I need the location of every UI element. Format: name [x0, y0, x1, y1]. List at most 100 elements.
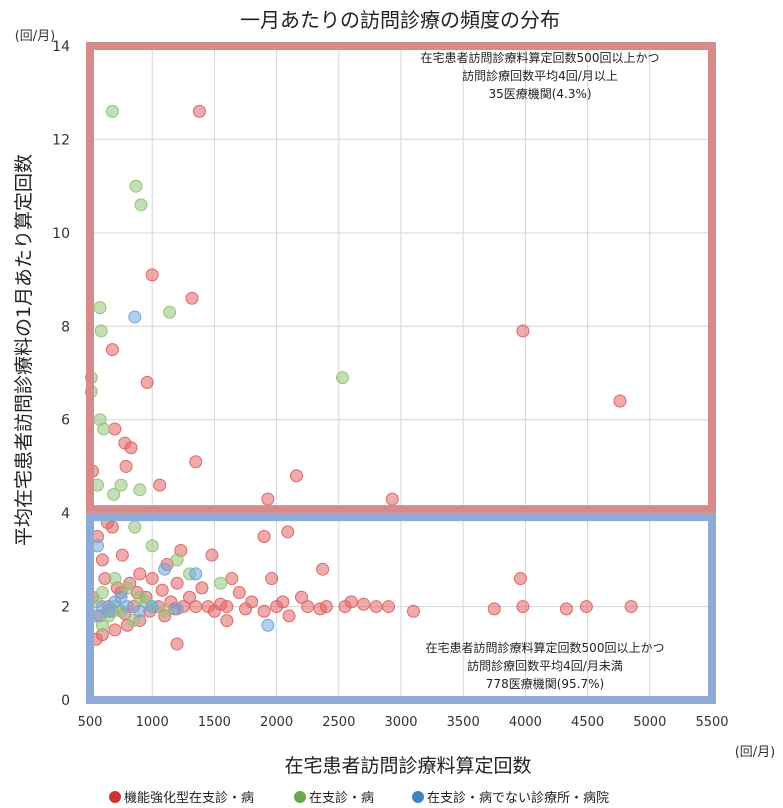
- data-point: [120, 600, 134, 614]
- data-point: [170, 602, 184, 616]
- data-point: [108, 422, 122, 436]
- data-point: [239, 602, 252, 616]
- data-point: [513, 572, 527, 586]
- data-point: [128, 310, 142, 324]
- data-point: [516, 600, 530, 614]
- data-point: [220, 614, 234, 628]
- data-point: [232, 586, 246, 600]
- data-point: [301, 600, 315, 614]
- y-tick-label: 4: [61, 506, 70, 522]
- annotation-line: 在宅患者訪問診療料算定回数500回以上かつ: [426, 640, 665, 655]
- data-point: [128, 520, 142, 534]
- legend-label: 在支診・病: [309, 790, 374, 806]
- data-point: [145, 572, 159, 586]
- data-point: [140, 375, 154, 389]
- data-point: [119, 459, 133, 473]
- data-point: [613, 394, 627, 408]
- data-point: [97, 422, 111, 436]
- data-point: [95, 618, 109, 632]
- data-point: [105, 343, 119, 357]
- data-point: [257, 530, 271, 543]
- data-point: [281, 525, 295, 539]
- data-point: [115, 548, 129, 562]
- data-point: [201, 600, 215, 614]
- data-point: [153, 478, 167, 492]
- data-point: [290, 469, 304, 483]
- data-point: [105, 520, 119, 534]
- legend-marker: [294, 791, 306, 803]
- data-point: [95, 586, 109, 600]
- data-point: [94, 324, 108, 338]
- y-axis-ticks: 0 2 4 6 8 10 12 14: [52, 39, 70, 709]
- data-point: [385, 492, 399, 506]
- y-tick-label: 14: [52, 39, 70, 55]
- x-tick-label: 4500: [571, 715, 604, 730]
- data-point: [105, 104, 119, 118]
- data-point: [338, 600, 352, 614]
- x-tick-label: 2500: [322, 715, 355, 730]
- legend-label: 機能強化型在支診・病: [124, 790, 254, 806]
- data-point: [133, 604, 147, 618]
- data-point: [192, 104, 206, 118]
- y-tick-label: 6: [61, 413, 70, 429]
- data-point: [195, 581, 209, 595]
- data-point: [145, 268, 159, 282]
- annotation-line: 訪問診療回数平均4回/月以上: [462, 68, 618, 83]
- data-point: [155, 583, 169, 597]
- data-point: [127, 614, 141, 628]
- data-point: [261, 618, 275, 632]
- data-point: [276, 595, 290, 609]
- x-tick-label: 4000: [509, 715, 542, 730]
- y-axis-label: 平均在宅患者訪問診療料の1月あたり算定回数: [13, 154, 35, 546]
- data-point: [114, 478, 128, 492]
- data-point: [145, 600, 159, 614]
- data-point: [282, 609, 296, 623]
- data-point: [189, 455, 203, 469]
- x-tick-label: 1000: [136, 715, 169, 730]
- data-point: [316, 562, 330, 576]
- data-point: [205, 548, 219, 562]
- x-tick-label: 500: [78, 715, 103, 730]
- x-tick-label: 5000: [633, 715, 666, 730]
- data-point: [170, 637, 184, 651]
- data-point: [163, 305, 177, 319]
- legend-marker: [109, 791, 121, 803]
- y-tick-label: 10: [52, 226, 70, 242]
- data-point: [559, 602, 573, 616]
- x-tick-label: 1500: [198, 715, 231, 730]
- x-axis-label: 在宅患者訪問診療料算定回数: [284, 755, 531, 777]
- data-point: [102, 604, 116, 618]
- data-point: [516, 324, 530, 338]
- x-tick-label: 3500: [447, 715, 480, 730]
- data-point: [158, 562, 172, 576]
- data-point: [369, 600, 383, 614]
- chart-title: 一月あたりの訪問診療の頻度の分布: [240, 8, 560, 32]
- legend-label: 在支診・病でない診療所・病院: [427, 790, 609, 806]
- data-point: [214, 576, 228, 590]
- data-point: [214, 597, 228, 611]
- data-point: [183, 590, 197, 604]
- data-point: [133, 483, 147, 497]
- x-tick-label: 2000: [260, 715, 293, 730]
- data-point: [95, 553, 109, 567]
- data-point: [108, 572, 122, 586]
- data-point: [336, 371, 350, 385]
- data-point: [624, 600, 638, 614]
- data-point: [189, 600, 203, 614]
- data-point: [170, 553, 184, 567]
- x-axis-unit: (回/月): [735, 745, 776, 760]
- data-point: [406, 604, 420, 618]
- x-tick-label: 3000: [384, 715, 417, 730]
- data-point: [357, 597, 371, 611]
- data-point: [145, 539, 159, 553]
- data-points: [84, 104, 638, 651]
- annotation-line: 778医療機関(95.7%): [486, 676, 604, 691]
- x-tick-label: 5500: [695, 715, 728, 730]
- legend: 機能強化型在支診・病 在支診・病 在支診・病でない診療所・病院: [109, 790, 609, 806]
- y-tick-label: 12: [52, 132, 70, 148]
- data-point: [124, 441, 138, 455]
- data-point: [114, 590, 128, 604]
- data-point: [382, 600, 396, 614]
- y-tick-label: 0: [61, 693, 70, 709]
